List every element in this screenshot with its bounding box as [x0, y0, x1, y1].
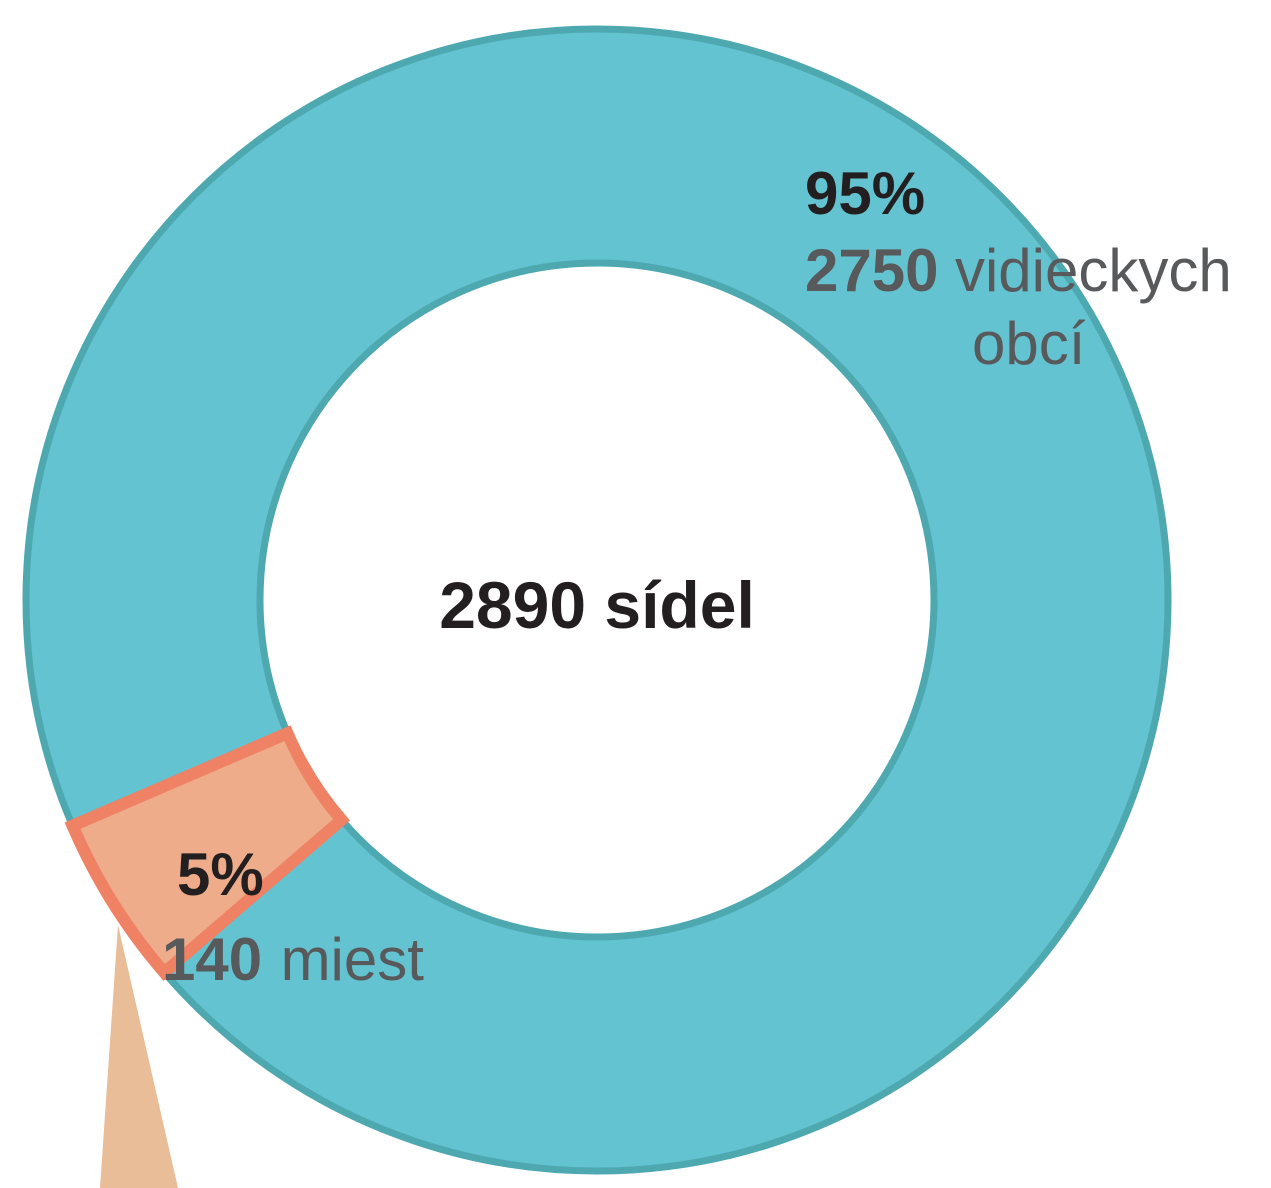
slice-villages-word: vidieckych	[955, 237, 1232, 304]
slice-villages-percent: 95%	[805, 160, 925, 227]
slice-cities	[64, 725, 351, 981]
total-label: 2890 sídel	[439, 568, 755, 642]
donut-ring	[26, 29, 1168, 1171]
slice-cities-count: 140	[162, 926, 262, 993]
donut-outer-edge	[22, 25, 1172, 1175]
callout-leader	[100, 925, 178, 1188]
slice-cities-count-line: 140 miest	[162, 926, 424, 993]
slice-villages-count-line: 2750 vidieckych	[805, 237, 1232, 304]
slice-villages-word-2: obcí	[972, 310, 1086, 377]
slice-cities-percent: 5%	[177, 841, 264, 908]
slice-villages-count: 2750	[805, 237, 938, 304]
slice-cities-word: miest	[281, 926, 425, 993]
donut-inner-edge	[256, 259, 938, 941]
